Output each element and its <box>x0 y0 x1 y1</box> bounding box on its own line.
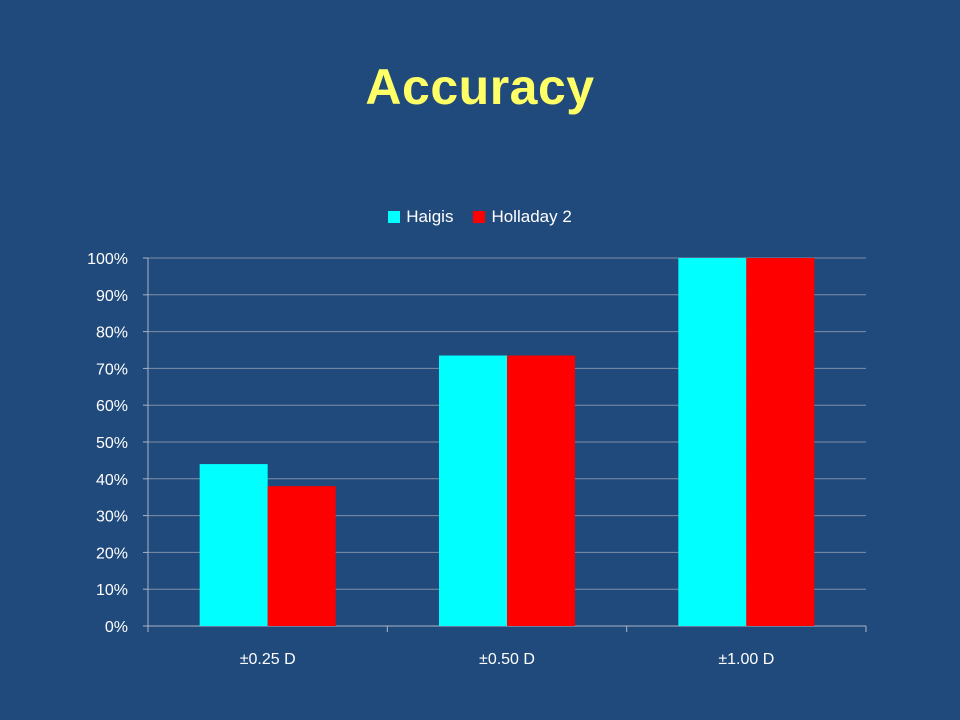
bar-holladay-2 <box>267 486 336 626</box>
y-tick-label: 60% <box>96 398 128 415</box>
bar-holladay-2 <box>746 258 815 626</box>
legend-item-holladay: Holladay 2 <box>473 207 572 227</box>
bar-haigis <box>678 258 747 626</box>
legend-item-haigis: Haigis <box>388 207 453 227</box>
x-tick-label: ±0.50 D <box>479 651 535 668</box>
slide-title: Accuracy <box>365 59 595 115</box>
bar-haigis <box>439 355 507 626</box>
y-tick-label: 30% <box>96 509 128 526</box>
y-tick-label: 100% <box>87 251 128 268</box>
legend-swatch-haigis <box>388 211 401 223</box>
legend-swatch-holladay <box>473 211 486 223</box>
chart-legend: Haigis Holladay 2 <box>0 207 960 227</box>
y-tick-label: 90% <box>96 288 128 305</box>
legend-label-holladay: Holladay 2 <box>491 207 572 226</box>
y-tick-label: 40% <box>96 472 128 489</box>
legend-label-haigis: Haigis <box>406 207 454 226</box>
x-tick-label: ±0.25 D <box>240 651 296 668</box>
y-tick-label: 20% <box>96 545 128 562</box>
y-tick-label: 10% <box>96 582 128 599</box>
y-tick-label: 50% <box>96 435 128 452</box>
bar-haigis <box>199 464 268 626</box>
y-tick-label: 80% <box>96 325 128 342</box>
x-tick-label: ±1.00 D <box>718 651 774 668</box>
y-tick-label: 0% <box>105 619 128 636</box>
y-tick-label: 70% <box>96 361 128 378</box>
bar-holladay-2 <box>507 355 575 626</box>
